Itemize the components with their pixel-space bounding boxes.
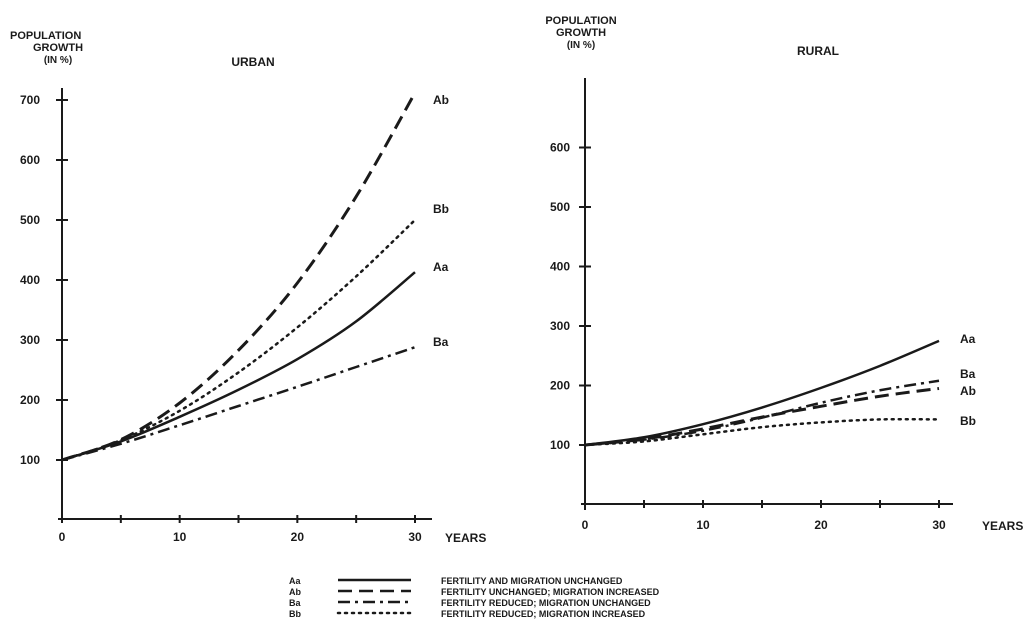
rural-title: RURAL [797,44,839,58]
legend-text-aa: FERTILITY AND MIGRATION UNCHANGED [441,576,623,586]
rural-ylabel-line1: POPULATION [545,15,616,27]
y-tick-label: 200 [550,379,570,393]
urban-title: URBAN [231,55,274,69]
series-label-bb: Bb [960,414,976,428]
y-tick-label: 600 [550,141,570,155]
legend-text-ba: FERTILITY REDUCED; MIGRATION UNCHANGED [441,598,651,608]
series-line-ba [584,379,940,447]
x-tick-label: 20 [291,530,305,544]
series-label-aa: Aa [960,332,976,346]
series-label-ab: Ab [960,384,976,398]
y-tick-label: 400 [550,260,570,274]
y-tick-label: 600 [20,153,40,167]
rural-xlabel: YEARS [982,519,1023,533]
y-tick-label: 100 [550,438,570,452]
series-line-bb [60,218,417,462]
y-tick-label: 500 [550,200,570,214]
y-tick-label: 400 [20,273,40,287]
x-tick-label: 30 [932,518,946,532]
rural-ylabel-line3: (IN %) [567,40,595,51]
rural-chart: POPULATION GROWTH (IN %) RURAL YEARS 0 10… [545,15,1023,533]
urban-xlabel: YEARS [445,531,486,545]
series-label-bb: Bb [433,202,449,216]
series-label-ab: Ab [433,93,449,107]
legend-text-bb: FERTILITY REDUCED; MIGRATION INCREASED [441,609,646,619]
urban-ylabel-line1: POPULATION [10,30,81,42]
x-tick-label: 30 [408,530,422,544]
legend: Aa FERTILITY AND MIGRATION UNCHANGED Ab FER… [289,576,660,619]
rural-ylabel-line2: GROWTH [556,27,606,39]
series-line-aa [584,339,940,447]
series-label-aa: Aa [433,260,449,274]
y-tick-label: 300 [550,319,570,333]
y-tick-label: 500 [20,213,40,227]
urban-ylabel-line2: GROWTH [33,42,83,54]
series-line-ba [61,346,416,462]
series-label-ba: Ba [960,367,976,381]
series-line-ab [61,92,417,462]
legend-text-ab: FERTILITY UNCHANGED; MIGRATION INCREASED [441,587,660,597]
x-tick-label: 10 [696,518,710,532]
x-tick-label: 10 [173,530,187,544]
series-line-aa [61,271,416,462]
x-tick-label: 20 [814,518,828,532]
y-tick-label: 100 [20,453,40,467]
urban-ylabel-line3: (IN %) [44,55,72,66]
legend-key-ba: Ba [289,598,301,608]
legend-key-bb: Bb [289,609,301,619]
y-tick-label: 300 [20,333,40,347]
legend-key-aa: Aa [289,576,301,586]
series-line-bb [583,417,941,447]
x-tick-label: 0 [582,518,589,532]
y-tick-label: 700 [20,93,40,107]
series-label-ba: Ba [433,335,449,349]
legend-key-ab: Ab [289,587,301,597]
urban-chart: POPULATION GROWTH (IN %) URBAN YEARS 0 10… [10,30,486,545]
y-tick-label: 200 [20,393,40,407]
x-tick-label: 0 [59,530,66,544]
